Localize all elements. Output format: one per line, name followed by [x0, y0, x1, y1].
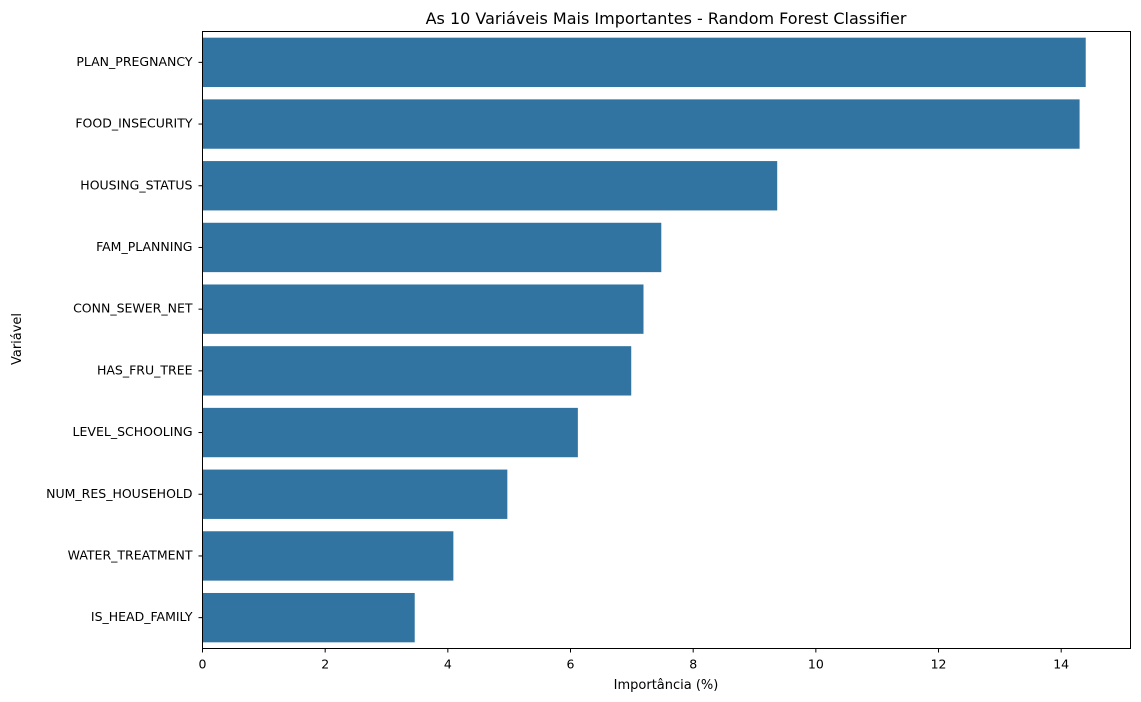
x-tick-label: 2 [321, 657, 329, 672]
bar-is-head-family [202, 592, 415, 643]
x-tick-label: 12 [931, 657, 947, 672]
y-tick-label: CONN_SEWER_NET [73, 301, 193, 316]
y-tick-label: FOOD_INSECURITY [75, 116, 192, 131]
y-tick-label: FAM_PLANNING [96, 239, 192, 254]
plot-frame [202, 31, 1131, 649]
x-axis-ticks: 0 2 4 6 8 10 12 14 [199, 648, 1069, 672]
y-tick-label: WATER_TREATMENT [68, 547, 193, 562]
bar-conn-sewer-net [202, 284, 644, 334]
bar-level-schooling [202, 407, 578, 458]
bar-food-insecurity [202, 99, 1080, 149]
bar-num-res-household [202, 469, 508, 519]
x-tick-label: 0 [199, 657, 207, 672]
bar-plan-pregnancy [202, 37, 1086, 88]
y-tick-label: IS_HEAD_FAMILY [91, 609, 193, 624]
bar-housing-status [202, 161, 778, 211]
y-tick-label: HAS_FRU_TREE [97, 362, 193, 377]
bar-water-treatment [202, 531, 454, 581]
x-tick-label: 4 [444, 657, 452, 672]
bars-group [202, 37, 1086, 643]
bar-fam-planning [202, 222, 662, 273]
chart-title: As 10 Variáveis Mais Importantes - Rando… [426, 9, 907, 28]
x-tick-label: 8 [689, 657, 697, 672]
bar-has-fru-tree [202, 346, 632, 396]
y-axis-label: Variável [10, 313, 25, 365]
y-tick-label: NUM_RES_HOUSEHOLD [46, 486, 192, 501]
x-tick-label: 6 [567, 657, 575, 672]
y-axis-ticks: PLAN_PREGNANCY FOOD_INSECURITY HOUSING_STA… [46, 54, 203, 624]
x-tick-label: 14 [1053, 657, 1069, 672]
x-axis-label: Importância (%) [614, 678, 719, 693]
y-tick-label: HOUSING_STATUS [80, 177, 192, 192]
y-tick-label: LEVEL_SCHOOLING [73, 424, 193, 439]
x-tick-label: 10 [808, 657, 824, 672]
y-tick-label: PLAN_PREGNANCY [76, 54, 193, 69]
